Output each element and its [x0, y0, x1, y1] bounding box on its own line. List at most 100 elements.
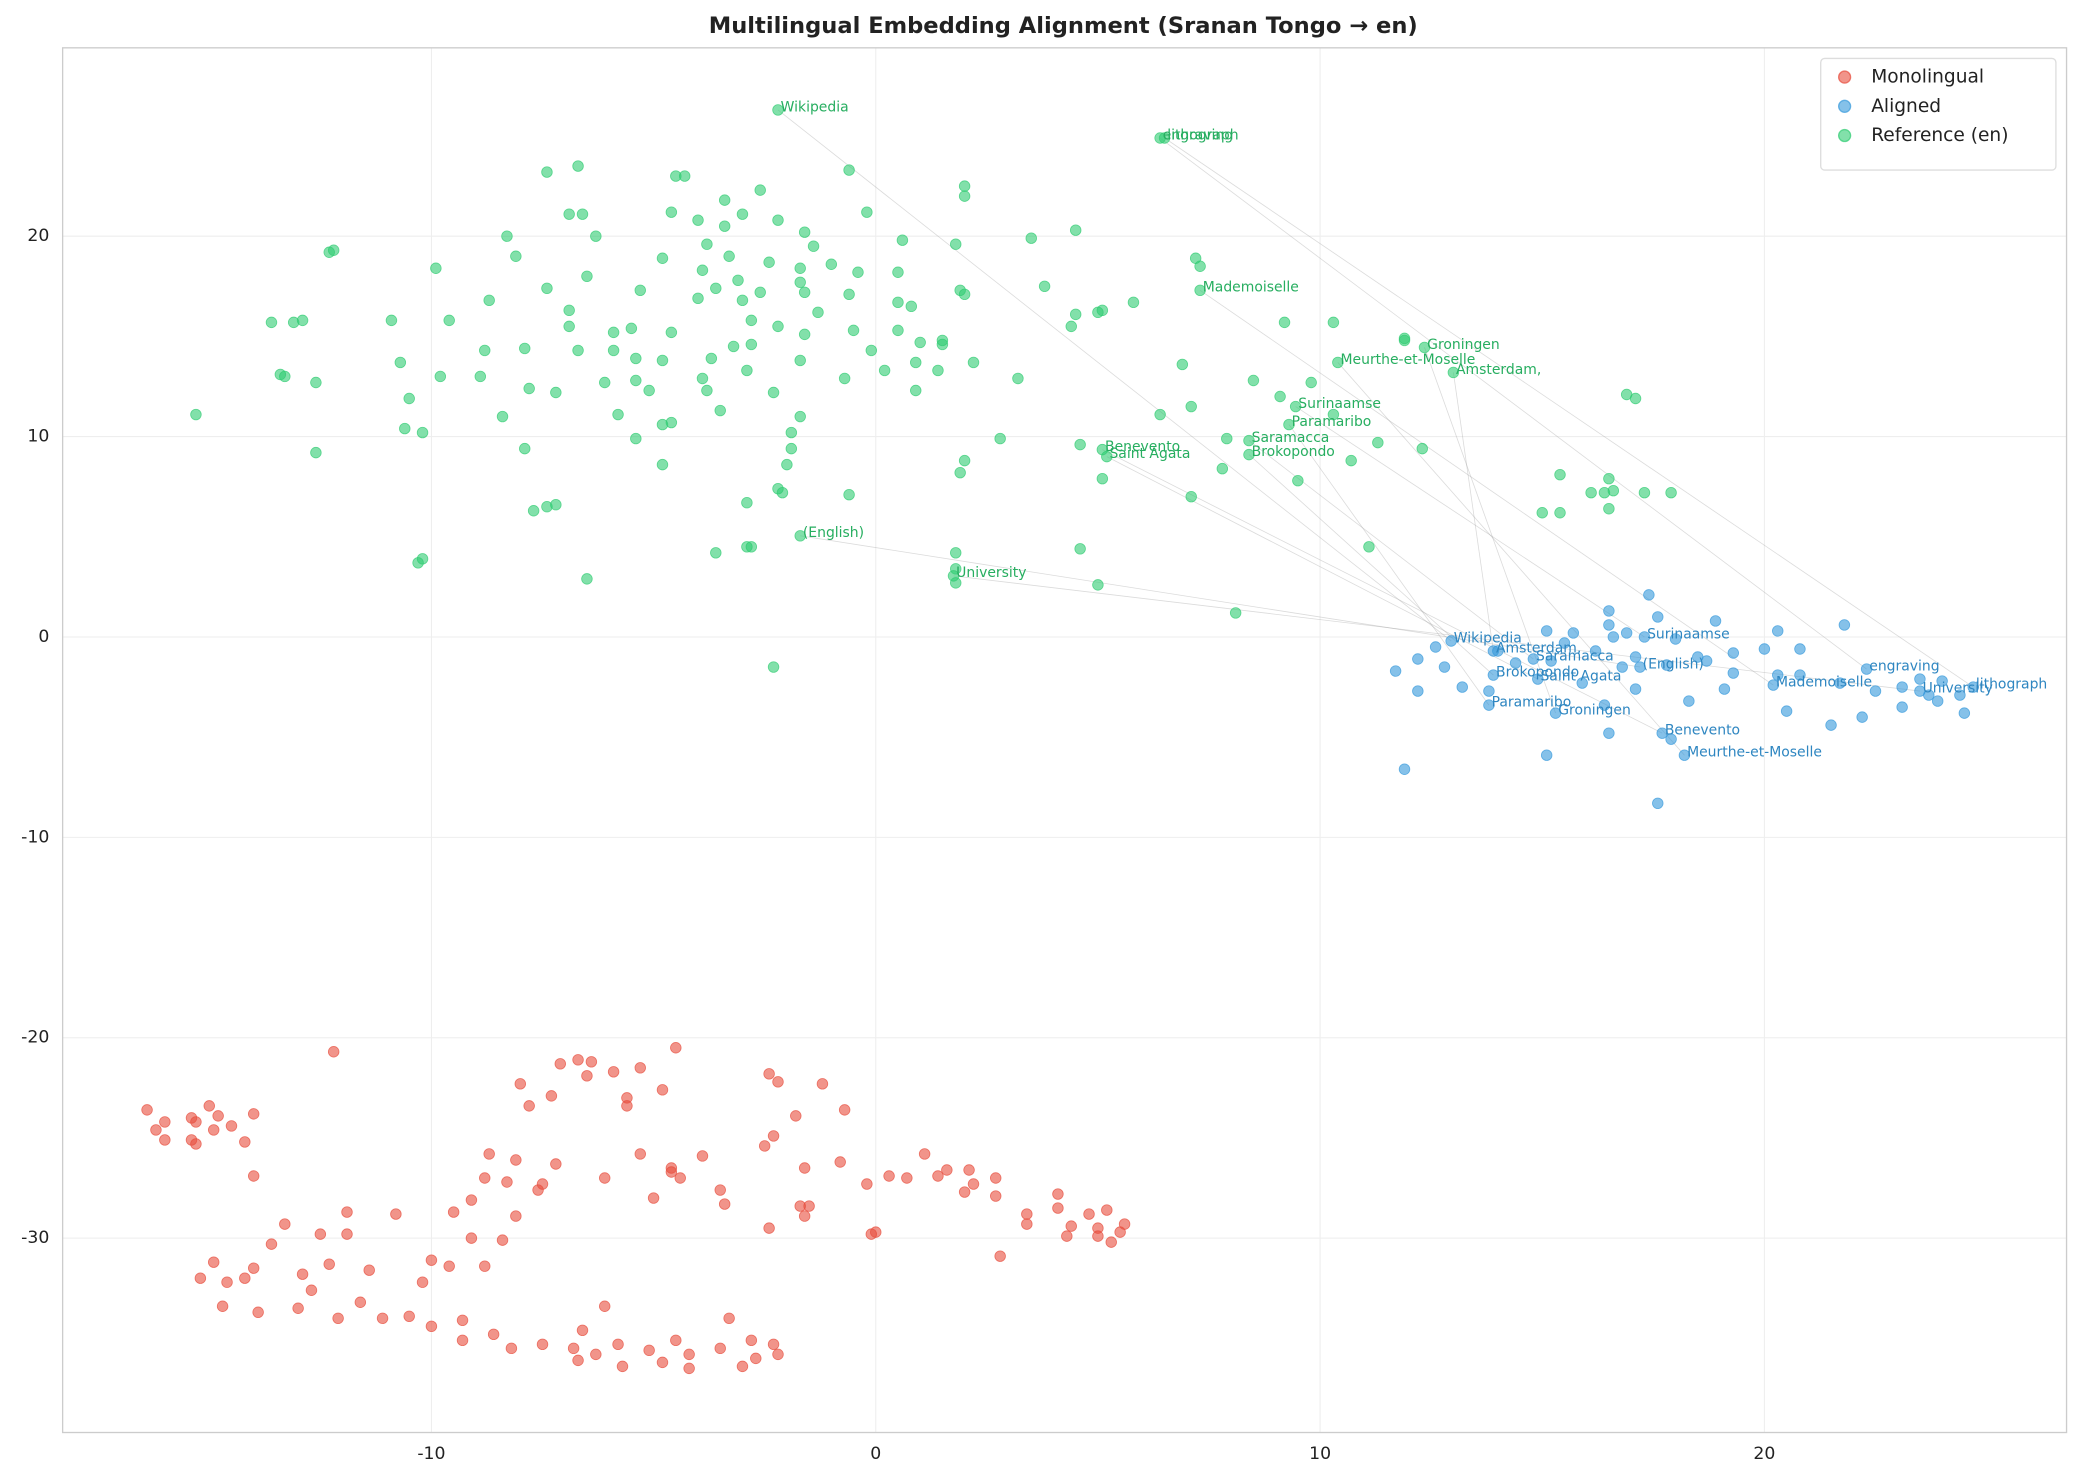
point [656, 1084, 669, 1096]
point [932, 1170, 944, 1182]
point [843, 288, 855, 301]
point [798, 286, 811, 299]
point [563, 208, 575, 220]
point [207, 1256, 220, 1268]
point [958, 288, 971, 301]
point [696, 372, 709, 385]
point [763, 256, 775, 268]
point-label: (English) [1643, 656, 1704, 672]
point [883, 1170, 895, 1182]
point [958, 180, 971, 192]
point [412, 557, 424, 569]
point [159, 1134, 171, 1146]
point [954, 466, 966, 479]
point [1603, 619, 1615, 631]
annotated-point [1445, 635, 1457, 647]
point-label: Surinaamse [1298, 396, 1381, 412]
marks [141, 104, 1979, 1375]
point [1327, 316, 1340, 329]
point [1603, 503, 1615, 515]
point [1838, 619, 1851, 631]
point [385, 314, 398, 327]
point [265, 316, 278, 329]
point [892, 296, 904, 309]
point [670, 1042, 682, 1054]
point [767, 661, 780, 673]
point [1869, 685, 1882, 697]
point [1540, 749, 1553, 761]
point [1616, 661, 1628, 673]
point [910, 384, 922, 397]
point [1327, 408, 1340, 421]
point [1278, 316, 1291, 329]
point [790, 1110, 802, 1122]
point [1398, 334, 1411, 347]
point [1554, 507, 1566, 519]
point-label: University [1923, 680, 1993, 696]
point [1727, 647, 1740, 659]
point [1065, 320, 1077, 333]
point [1540, 625, 1553, 637]
point-label: Saramacca [1252, 430, 1330, 446]
point [252, 1306, 264, 1318]
point [416, 1276, 429, 1288]
point [745, 314, 758, 327]
point [665, 1166, 678, 1178]
point [327, 1046, 340, 1058]
point [1038, 280, 1051, 293]
point-label: Groningen [1558, 702, 1631, 718]
point [239, 1136, 251, 1148]
point-label: Saramacca [1536, 648, 1614, 664]
point [554, 1058, 566, 1070]
point [714, 1184, 726, 1196]
annotated-point [1243, 434, 1255, 447]
point-label: (English) [803, 525, 864, 541]
point [1554, 468, 1566, 481]
point-label: lithograph [1167, 127, 1238, 143]
point [865, 344, 878, 357]
point [750, 1352, 762, 1365]
point [479, 1260, 491, 1272]
point [1069, 224, 1082, 236]
point [692, 214, 704, 226]
point [656, 354, 669, 367]
point [1398, 763, 1411, 775]
alignment-link [1159, 137, 1867, 670]
point [967, 356, 980, 369]
legend-marker [1837, 70, 1852, 84]
legend: Monolingual Aligned Reference (en) [1820, 57, 2057, 171]
point [1229, 607, 1242, 619]
point [1780, 705, 1793, 717]
point [279, 1218, 291, 1230]
point [1025, 232, 1037, 244]
point [772, 1076, 784, 1088]
point [958, 454, 971, 467]
point [621, 1100, 633, 1112]
point-label: Paramaribo [1492, 694, 1572, 710]
point [607, 326, 620, 339]
point [1589, 645, 1602, 657]
point [665, 416, 678, 429]
annotated-point [1914, 685, 1926, 697]
point [718, 194, 731, 206]
point [1652, 611, 1664, 623]
point [341, 1228, 353, 1240]
point [1545, 655, 1557, 667]
point [607, 1066, 620, 1078]
point [141, 1104, 153, 1116]
point [834, 1156, 846, 1168]
annotated-point [1638, 631, 1651, 643]
point [807, 240, 820, 252]
point-label: Paramaribo [1292, 414, 1372, 430]
point [656, 1356, 669, 1369]
point [590, 1348, 602, 1361]
annotated-point [1447, 366, 1460, 379]
point [265, 1238, 278, 1250]
point [505, 1342, 518, 1355]
legend-marker [1837, 99, 1852, 113]
point [1607, 631, 1620, 643]
point [1305, 376, 1317, 389]
point [847, 324, 860, 337]
point [861, 206, 873, 218]
point [745, 338, 758, 351]
